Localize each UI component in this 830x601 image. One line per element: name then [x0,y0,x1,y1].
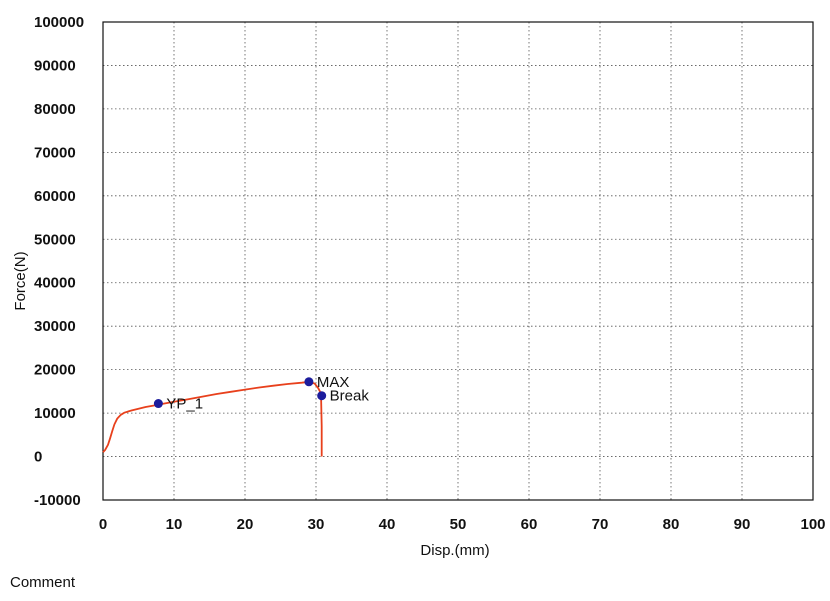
y-tick-label: 60000 [34,188,76,205]
marker-point [317,391,327,401]
marker-label: MAX [317,374,350,391]
x-tick-label: 100 [800,516,825,533]
y-tick-label: 0 [34,449,42,466]
y-tick-label: -10000 [34,492,81,509]
y-tick-label: 30000 [34,318,76,335]
y-tick-label: 80000 [34,101,76,118]
y-tick-label: 50000 [34,231,76,248]
grid [103,22,813,500]
x-tick-label: 90 [734,516,751,533]
y-tick-label: 40000 [34,275,76,292]
tick-labels: 0 10 20 30 40 50 60 70 80 90 100 -10000 0 10000 20000 3… [34,14,826,533]
series [102,380,323,457]
y-tick-label: 20000 [34,362,76,379]
y-tick-label: 100000 [34,14,84,31]
marker-point [304,377,314,387]
x-axis-title: Disp.(mm) [420,542,489,559]
x-tick-label: 10 [166,516,183,533]
x-tick-label: 0 [99,516,107,533]
marker-label: YP_1 [166,396,203,413]
x-tick-label: 70 [592,516,609,533]
x-tick-label: 30 [308,516,325,533]
force-series-line [102,380,323,457]
y-axis-title: Force(N) [12,251,29,310]
x-tick-label: 80 [663,516,680,533]
marker-point [153,399,163,409]
y-tick-label: 10000 [34,405,76,422]
plot-frame [102,21,814,501]
comment-label: Comment [10,574,76,591]
marker-label: Break [330,388,370,405]
y-tick-label: 90000 [34,57,76,74]
x-tick-label: 40 [379,516,396,533]
x-tick-label: 20 [237,516,254,533]
x-tick-label: 60 [521,516,538,533]
x-tick-label: 50 [450,516,467,533]
y-tick-label: 70000 [34,144,76,161]
